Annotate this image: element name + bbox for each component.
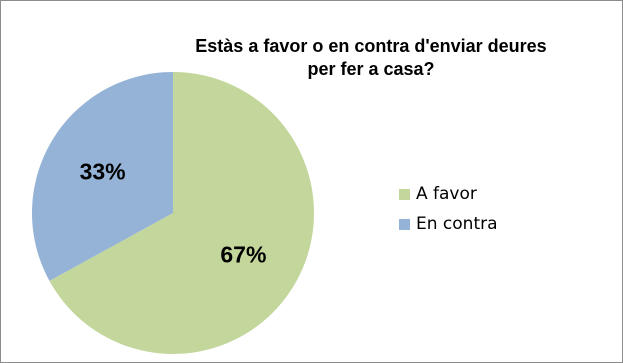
legend-label-a-favor: A favor (416, 184, 477, 204)
legend-label-en-contra: En contra (416, 214, 498, 234)
legend-item-en-contra: En contra (399, 209, 498, 239)
legend-swatch-en-contra (399, 219, 410, 230)
slice-label-en-contra: 33% (80, 158, 126, 184)
slice-label-a-favor: 67% (220, 242, 266, 268)
legend: A favor En contra (399, 179, 498, 239)
legend-swatch-a-favor (399, 189, 410, 200)
legend-item-a-favor: A favor (399, 179, 498, 209)
